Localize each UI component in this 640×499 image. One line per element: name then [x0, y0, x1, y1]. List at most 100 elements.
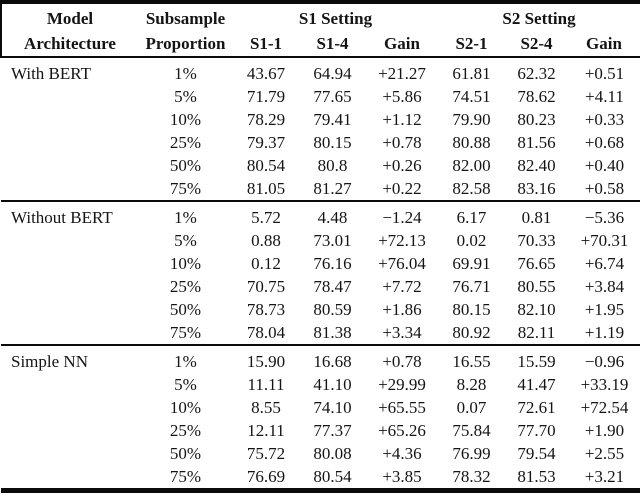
cell-s2-1: 80.88 [452, 133, 491, 152]
table-row: 25% 79.37 80.15 +0.78 80.88 81.56 +0.68 [1, 131, 640, 154]
cell-s1-1: 76.69 [246, 467, 286, 486]
table-row: 25% 12.11 77.37 +65.26 75.84 77.70 +1.90 [1, 419, 640, 442]
cell-s1-gain: +29.99 [378, 375, 426, 394]
cell-proportion: 50% [169, 300, 202, 319]
cell-s1-gain: −1.24 [382, 208, 422, 227]
cell-s2-gain: +1.95 [584, 300, 625, 319]
table-row: Without BERT 1% 5.72 4.48 −1.24 6.17 0.8… [1, 201, 640, 229]
header-subsample: Subsample [145, 9, 226, 28]
table-row: 10% 8.55 74.10 +65.55 0.07 72.61 +72.54 [1, 396, 640, 419]
cell-s2-1: 6.17 [456, 208, 487, 227]
table-row: With BERT 1% 43.67 64.94 +21.27 61.81 62… [1, 57, 640, 85]
cell-s2-gain: +0.51 [584, 64, 625, 83]
cell-s2-4: 82.40 [517, 156, 556, 175]
cell-s1-1: 81.05 [246, 179, 286, 198]
cell-s2-gain: +3.21 [584, 467, 625, 486]
cell-proportion: 10% [169, 254, 202, 273]
cell-architecture: Simple NN [11, 352, 88, 371]
header-s2-setting-group: S2 Setting [438, 2, 640, 31]
section-simple-nn: Simple NN 1% 15.90 16.68 +0.78 16.55 15.… [1, 345, 640, 491]
cell-s2-1: 0.07 [456, 398, 487, 417]
cell-s2-1: 69.91 [452, 254, 491, 273]
cell-architecture: Without BERT [11, 208, 113, 227]
cell-s2-1: 16.55 [452, 352, 491, 371]
cell-s1-4: 80.8 [317, 156, 348, 175]
cell-s1-1: 15.90 [246, 352, 286, 371]
cell-proportion: 25% [169, 133, 202, 152]
cell-s2-gain: +0.33 [584, 110, 625, 129]
cell-s2-4: 81.56 [517, 133, 556, 152]
cell-s2-gain: +3.84 [584, 277, 625, 296]
cell-s2-1: 82.00 [452, 156, 491, 175]
cell-proportion: 5% [174, 87, 197, 106]
cell-s2-1: 75.84 [452, 421, 491, 440]
cell-architecture-empty [1, 229, 138, 252]
cell-s1-4: 77.65 [313, 87, 352, 106]
cell-s2-1: 79.90 [452, 110, 491, 129]
table-row: 50% 75.72 80.08 +4.36 76.99 79.54 +2.55 [1, 442, 640, 465]
cell-s2-1: 80.15 [452, 300, 491, 319]
table-row: 25% 70.75 78.47 +7.72 76.71 80.55 +3.84 [1, 275, 640, 298]
cell-s2-gain: +4.11 [585, 87, 624, 106]
cell-s1-gain: +72.13 [378, 231, 426, 250]
cell-s1-gain: +3.34 [382, 323, 422, 342]
cell-proportion: 50% [169, 444, 202, 463]
cell-s1-1: 0.88 [251, 231, 281, 250]
cell-architecture-empty [1, 373, 138, 396]
cell-s1-4: 64.94 [313, 64, 352, 83]
cell-s1-gain: +7.72 [382, 277, 422, 296]
cell-s2-gain: −0.96 [584, 352, 625, 371]
cell-s1-gain: +65.55 [378, 398, 426, 417]
table-row: 50% 78.73 80.59 +1.86 80.15 82.10 +1.95 [1, 298, 640, 321]
cell-s2-1: 80.92 [452, 323, 491, 342]
cell-s1-1: 12.11 [247, 421, 285, 440]
cell-s2-4: 0.81 [521, 208, 552, 227]
cell-s2-gain: +33.19 [580, 375, 629, 394]
cell-s1-4: 81.38 [313, 323, 352, 342]
cell-s2-4: 79.54 [517, 444, 556, 463]
header-s1-setting-group: S1 Setting [298, 9, 373, 28]
cell-s2-4: 70.33 [517, 231, 556, 250]
cell-s1-gain: +1.12 [382, 110, 422, 129]
cell-s2-gain: +70.31 [580, 231, 629, 250]
cell-s2-gain: +0.40 [584, 156, 625, 175]
section-without-bert: Without BERT 1% 5.72 4.48 −1.24 6.17 0.8… [1, 201, 640, 345]
cell-s2-1: 74.51 [452, 87, 491, 106]
cell-s2-gain: +0.68 [584, 133, 625, 152]
cell-proportion: 25% [169, 421, 202, 440]
table-row: 5% 11.11 41.10 +29.99 8.28 41.47 +33.19 [1, 373, 640, 396]
header-s1-gain: Gain [384, 34, 420, 53]
cell-s1-4: 41.10 [313, 375, 352, 394]
header-proportion: Proportion [145, 34, 226, 53]
header-s2-gain: Gain [568, 31, 640, 57]
cell-architecture-empty [1, 442, 138, 465]
cell-s1-gain: +5.86 [382, 87, 422, 106]
cell-s2-gain: +72.54 [580, 398, 629, 417]
cell-architecture: With BERT [11, 64, 91, 83]
cell-s1-4: 81.27 [313, 179, 352, 198]
cell-s2-gain: +0.58 [584, 179, 625, 198]
header-row-group: Model Subsample S1 Setting S2 Setting [0, 2, 640, 31]
cell-architecture-empty [1, 154, 138, 177]
cell-s2-4: 72.61 [517, 398, 556, 417]
cell-s2-1: 76.99 [452, 444, 491, 463]
cell-s1-1: 71.79 [246, 87, 286, 106]
cell-proportion: 75% [169, 179, 202, 198]
header-s2-1: S2-1 [455, 34, 488, 53]
cell-s2-4: 81.53 [517, 467, 556, 486]
cell-s1-gain: +4.36 [382, 444, 422, 463]
cell-s1-1: 8.55 [251, 398, 281, 417]
cell-s1-4: 80.59 [313, 300, 352, 319]
cell-s2-4: 82.11 [517, 323, 556, 342]
table-row: Simple NN 1% 15.90 16.68 +0.78 16.55 15.… [1, 345, 640, 373]
header-s1-1: S1-1 [249, 34, 283, 53]
cell-s2-gain: +2.55 [584, 444, 625, 463]
cell-proportion: 25% [169, 277, 202, 296]
cell-s2-4: 82.10 [517, 300, 556, 319]
cell-s2-4: 62.32 [517, 64, 556, 83]
cell-proportion: 10% [169, 398, 202, 417]
cell-architecture-empty [1, 252, 138, 275]
cell-s1-gain: +0.26 [382, 156, 422, 175]
table-row: 10% 0.12 76.16 +76.04 69.91 76.65 +6.74 [1, 252, 640, 275]
